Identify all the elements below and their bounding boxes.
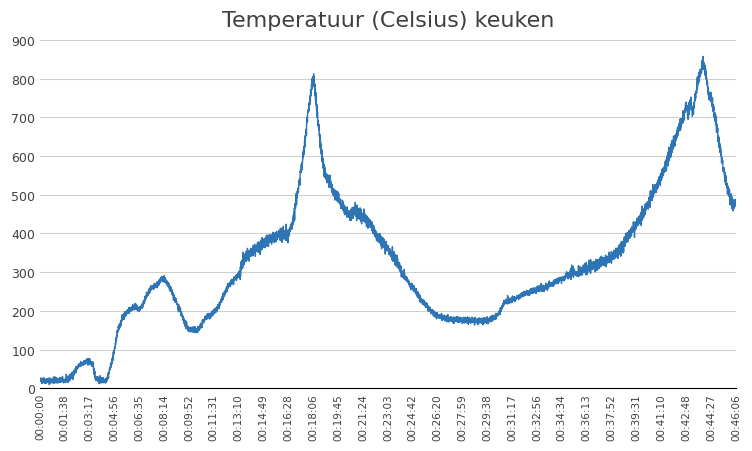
Title: Temperatuur (Celsius) keuken: Temperatuur (Celsius) keuken	[222, 11, 554, 31]
